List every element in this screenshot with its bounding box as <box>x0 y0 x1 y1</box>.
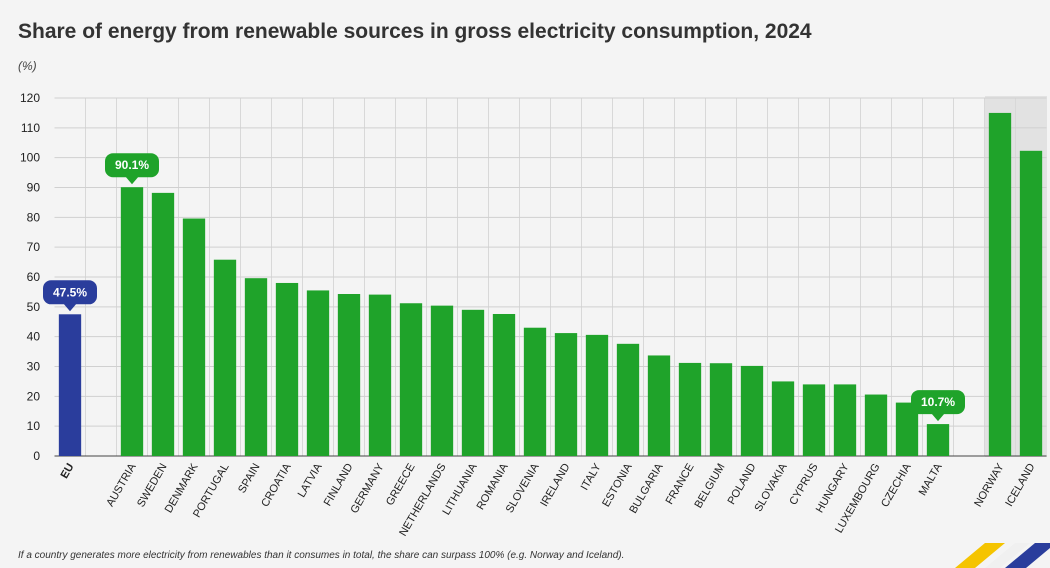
bar <box>492 313 516 456</box>
bar <box>461 309 485 456</box>
y-tick-label: 0 <box>33 449 40 463</box>
value-label: 90.1% <box>115 158 149 172</box>
bar <box>430 305 454 456</box>
bar <box>616 343 640 456</box>
y-tick-label: 70 <box>27 240 41 254</box>
y-tick-label: 120 <box>20 91 40 105</box>
footnote: If a country generates more electricity … <box>18 550 624 561</box>
callout-bubble <box>43 280 97 312</box>
bar <box>802 384 826 456</box>
bar <box>182 218 206 456</box>
bar <box>58 314 82 456</box>
callout-bubble <box>911 390 965 422</box>
bar <box>244 278 268 456</box>
bar <box>895 402 919 456</box>
bar <box>740 365 764 456</box>
callout-bubble <box>105 153 159 185</box>
y-tick-label: 90 <box>27 181 41 195</box>
y-tick-label: 30 <box>27 360 41 374</box>
value-label: 47.5% <box>53 285 87 299</box>
subtitle: (%) <box>18 59 37 73</box>
y-tick-label: 60 <box>27 270 41 284</box>
y-tick-label: 80 <box>27 210 41 224</box>
bar <box>213 259 237 456</box>
bar <box>337 294 361 456</box>
bar <box>554 333 578 456</box>
bar <box>833 384 857 456</box>
bar <box>151 192 175 456</box>
bar <box>368 294 392 456</box>
bar <box>523 327 547 456</box>
y-tick-label: 10 <box>27 419 41 433</box>
logo <box>955 543 1050 568</box>
bar <box>585 334 609 456</box>
bar <box>120 187 144 456</box>
bar <box>306 290 330 456</box>
value-label: 10.7% <box>921 395 955 409</box>
y-tick-label: 100 <box>20 151 40 165</box>
bar <box>926 424 950 456</box>
bar <box>771 381 795 456</box>
bar <box>988 112 1012 457</box>
y-tick-label: 20 <box>27 389 41 403</box>
bar <box>864 394 888 456</box>
y-tick-label: 40 <box>27 330 41 344</box>
bar <box>709 363 733 456</box>
y-tick-label: 110 <box>21 121 40 135</box>
chart-title: Share of energy from renewable sources i… <box>18 20 812 43</box>
bar <box>678 362 702 456</box>
bar <box>647 355 671 456</box>
bar <box>1019 150 1043 456</box>
bar <box>275 282 299 456</box>
y-tick-label: 50 <box>27 300 41 314</box>
bar <box>399 303 423 456</box>
